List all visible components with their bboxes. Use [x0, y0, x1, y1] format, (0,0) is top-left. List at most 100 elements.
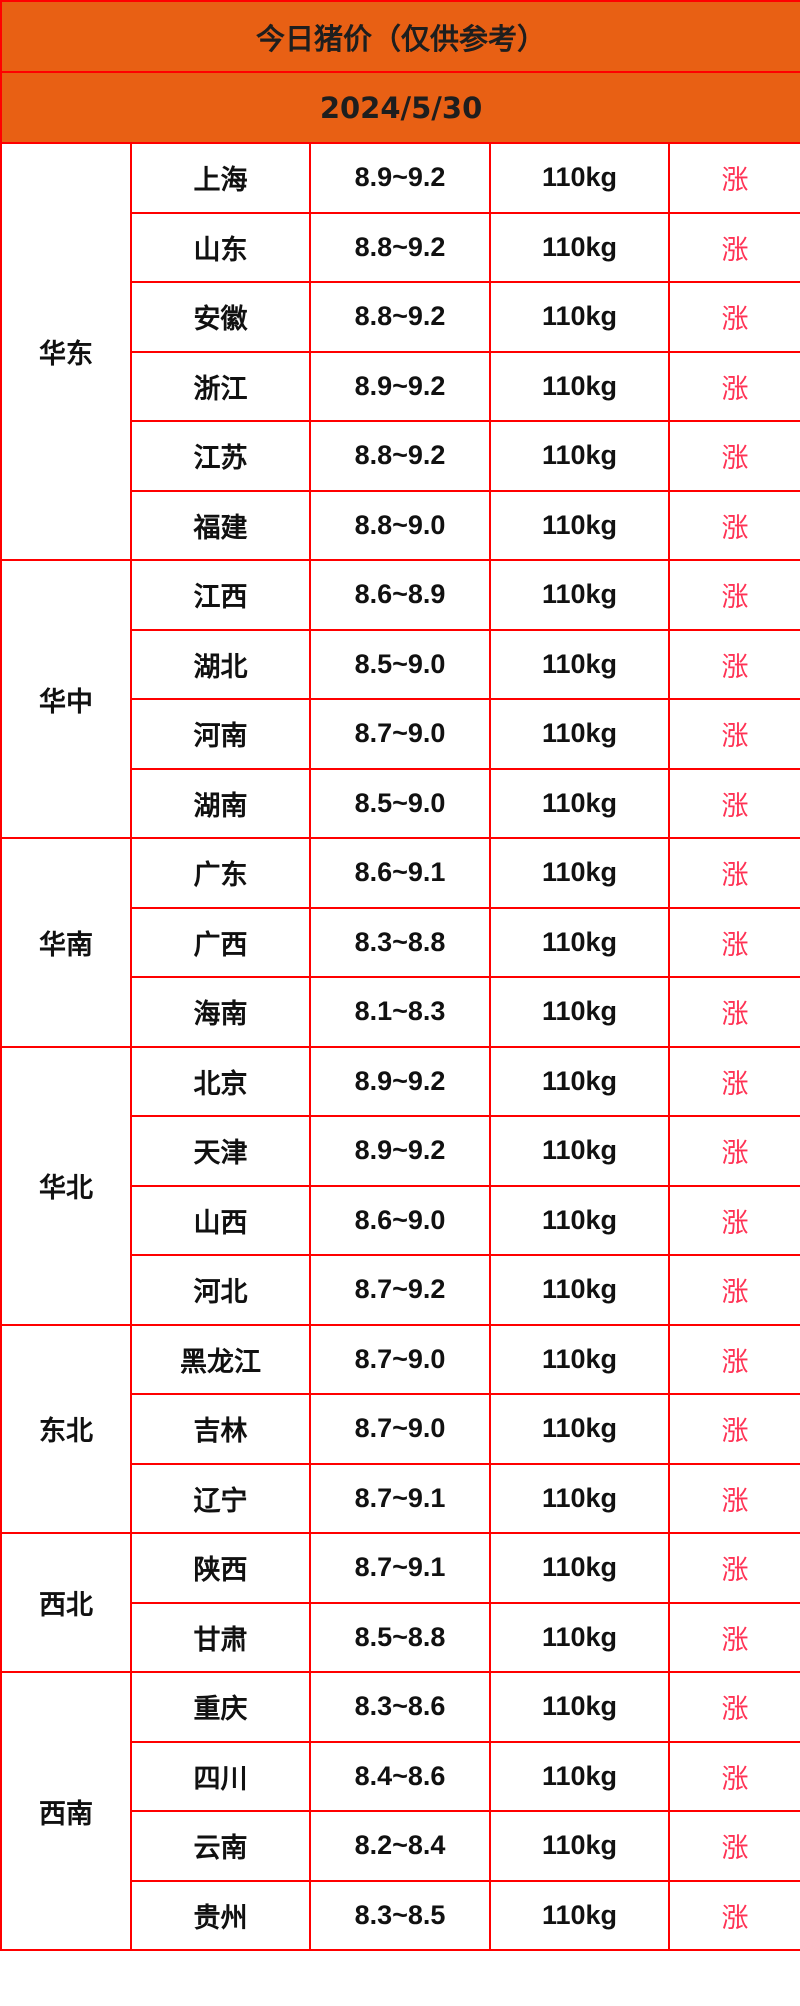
province-name: 四川	[130, 1740, 311, 1812]
table-row: 河南 8.7~9.0 110kg 涨	[1, 698, 800, 770]
weight: 110kg	[489, 1462, 670, 1534]
price-range: 8.2~8.4	[309, 1810, 491, 1882]
trend: 涨	[667, 350, 800, 422]
table-row: 西南 重庆 8.3~8.6 110kg 涨	[0, 1671, 800, 1951]
province-name: 广东	[130, 837, 311, 909]
weight: 110kg	[489, 211, 670, 283]
trend: 涨	[667, 1462, 800, 1534]
price-range: 8.3~8.5	[309, 1879, 491, 1951]
table-row: 湖北 8.5~9.0 110kg 涨	[1, 628, 800, 700]
weight: 110kg	[489, 906, 670, 978]
table-row: 云南 8.2~8.4 110kg 涨	[1, 1810, 800, 1882]
weight: 110kg	[489, 1740, 670, 1812]
weight: 110kg	[489, 1323, 670, 1395]
table-row: 西北 陕西 8.7~9.1 110kg 涨	[0, 1532, 800, 1673]
price-range: 8.7~9.1	[309, 1532, 491, 1604]
province-name: 云南	[130, 1810, 311, 1882]
province-name: 贵州	[130, 1879, 311, 1951]
price-range: 8.8~9.2	[309, 211, 491, 283]
trend: 涨	[667, 142, 800, 214]
province-name: 山东	[130, 211, 311, 283]
weight: 110kg	[489, 489, 670, 561]
table-title: 今日猪价（仅供参考）	[0, 0, 800, 73]
weight: 110kg	[489, 1184, 670, 1256]
province-name: 重庆	[130, 1671, 311, 1743]
province-name: 湖北	[130, 628, 311, 700]
price-range: 8.9~9.2	[309, 1045, 491, 1117]
region-name: 西南	[0, 1671, 132, 1951]
province-name: 安徽	[130, 281, 311, 353]
price-range: 8.5~9.0	[309, 767, 491, 839]
trend: 涨	[667, 1879, 800, 1951]
table-row: 广西 8.3~8.8 110kg 涨	[1, 906, 800, 978]
price-range: 8.6~9.0	[309, 1184, 491, 1256]
trend: 涨	[667, 1045, 800, 1117]
price-range: 8.8~9.0	[309, 489, 491, 561]
province-name: 江苏	[130, 420, 311, 492]
price-range: 8.5~8.8	[309, 1601, 491, 1673]
price-range: 8.9~9.2	[309, 142, 491, 214]
region-name: 华中	[0, 559, 132, 839]
price-range: 8.4~8.6	[309, 1740, 491, 1812]
weight: 110kg	[489, 142, 670, 214]
weight: 110kg	[489, 420, 670, 492]
trend: 涨	[667, 767, 800, 839]
province-name: 吉林	[130, 1393, 311, 1465]
region-name: 华北	[0, 1045, 132, 1326]
trend: 涨	[667, 281, 800, 353]
province-name: 辽宁	[130, 1462, 311, 1534]
price-range: 8.7~9.2	[309, 1254, 491, 1326]
table-row: 吉林 8.7~9.0 110kg 涨	[1, 1393, 800, 1465]
weight: 110kg	[489, 1601, 670, 1673]
table-row: 辽宁 8.7~9.1 110kg 涨	[1, 1462, 800, 1534]
price-range: 8.5~9.0	[309, 628, 491, 700]
weight: 110kg	[489, 837, 670, 909]
price-range: 8.8~9.2	[309, 420, 491, 492]
region-name: 西北	[0, 1532, 132, 1673]
province-name: 陕西	[130, 1532, 311, 1604]
region-name: 东北	[0, 1323, 132, 1534]
table-row: 江苏 8.8~9.2 110kg 涨	[1, 420, 800, 492]
trend: 涨	[667, 976, 800, 1048]
table-row: 湖南 8.5~9.0 110kg 涨	[1, 767, 800, 839]
province-name: 天津	[130, 1115, 311, 1187]
trend: 涨	[667, 837, 800, 909]
price-range: 8.7~9.0	[309, 698, 491, 770]
weight: 110kg	[489, 976, 670, 1048]
price-range: 8.8~9.2	[309, 281, 491, 353]
table-row: 甘肃 8.5~8.8 110kg 涨	[1, 1601, 800, 1673]
region-name: 华东	[0, 142, 132, 561]
table-row: 华南 广东 8.6~9.1 110kg 涨	[0, 837, 800, 1048]
province-name: 江西	[130, 559, 311, 631]
table-row: 华中 江西 8.6~8.9 110kg 涨	[0, 559, 800, 839]
pig-price-table: 今日猪价（仅供参考） 2024/5/30 华东 上海 8.9~9.2 110kg 涨山东…	[0, 0, 800, 1951]
weight: 110kg	[489, 559, 670, 631]
trend: 涨	[667, 1740, 800, 1812]
weight: 110kg	[489, 350, 670, 422]
weight: 110kg	[489, 281, 670, 353]
trend: 涨	[667, 1184, 800, 1256]
trend: 涨	[667, 1671, 800, 1743]
weight: 110kg	[489, 1532, 670, 1604]
price-range: 8.6~8.9	[309, 559, 491, 631]
table-row: 海南 8.1~8.3 110kg 涨	[1, 976, 800, 1048]
table-row: 河北 8.7~9.2 110kg 涨	[1, 1254, 800, 1326]
trend: 涨	[667, 628, 800, 700]
trend: 涨	[667, 1115, 800, 1187]
weight: 110kg	[489, 1393, 670, 1465]
price-range: 8.6~9.1	[309, 837, 491, 909]
price-range: 8.1~8.3	[309, 976, 491, 1048]
province-name: 山西	[130, 1184, 311, 1256]
trend: 涨	[667, 1323, 800, 1395]
table-row: 天津 8.9~9.2 110kg 涨	[1, 1115, 800, 1187]
weight: 110kg	[489, 1879, 670, 1951]
table-row: 贵州 8.3~8.5 110kg 涨	[1, 1879, 800, 1951]
trend: 涨	[667, 1254, 800, 1326]
price-range: 8.7~9.0	[309, 1393, 491, 1465]
weight: 110kg	[489, 1810, 670, 1882]
table-row: 东北 黑龙江 8.7~9.0 110kg 涨	[0, 1323, 800, 1534]
table-row: 山东 8.8~9.2 110kg 涨	[1, 211, 800, 283]
weight: 110kg	[489, 628, 670, 700]
price-range: 8.9~9.2	[309, 350, 491, 422]
province-name: 广西	[130, 906, 311, 978]
